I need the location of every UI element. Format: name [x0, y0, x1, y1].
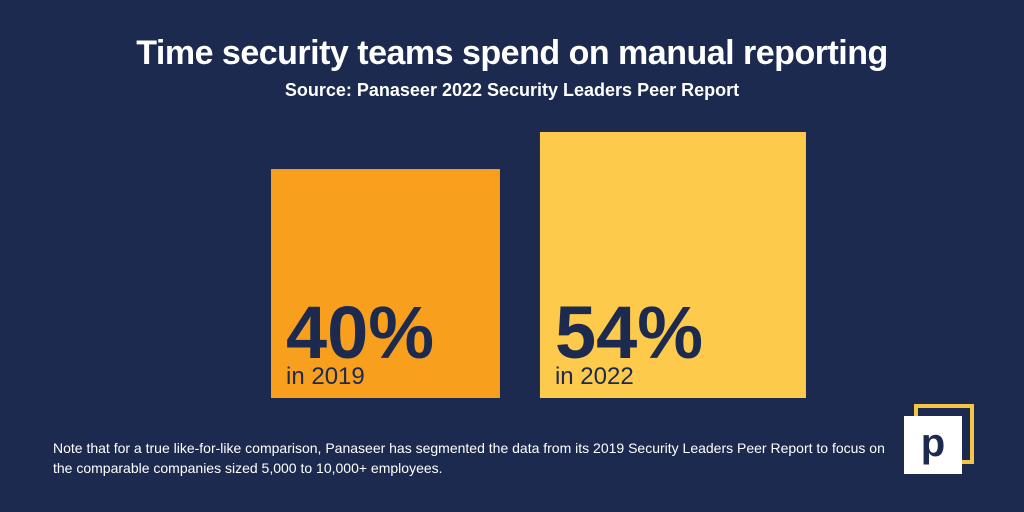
logo-tile	[904, 416, 962, 474]
bar-0: 40%in 2019	[271, 169, 500, 398]
bar-caption: in 2022	[555, 363, 634, 390]
logo-glyph: p	[920, 421, 946, 465]
bar-value-label: 54%	[555, 291, 703, 374]
chart-title: Time security teams spend on manual repo…	[136, 34, 888, 72]
chart-subtitle: Source: Panaseer 2022 Security Leaders P…	[284, 80, 740, 100]
footnote: Note that for a true like-for-like compa…	[53, 440, 885, 476]
panaseer-logo: p	[904, 404, 976, 476]
bar-square	[539, 131, 806, 398]
bar-value-label: 40%	[286, 291, 434, 374]
bar-1: 54%in 2022	[539, 131, 806, 398]
bar-caption: in 2019	[286, 363, 365, 390]
bar-square	[271, 169, 500, 398]
